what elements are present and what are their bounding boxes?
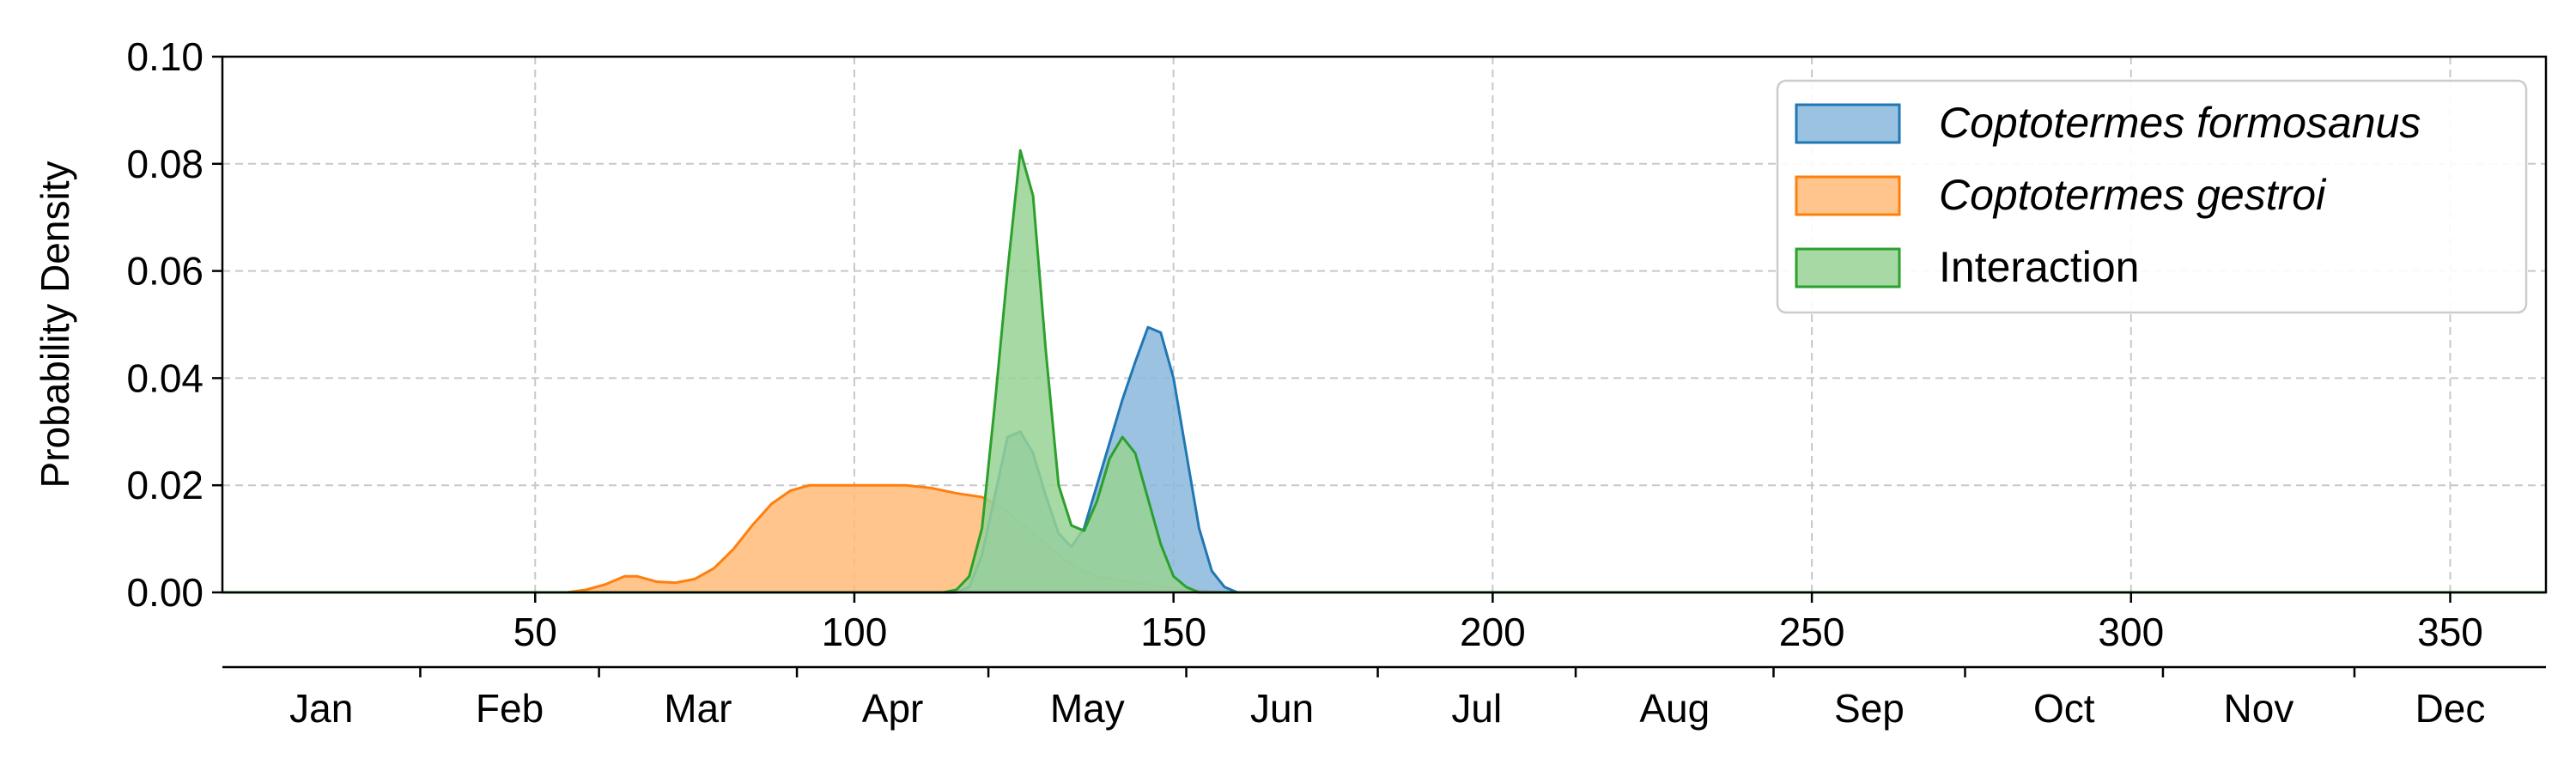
month-label: Aug [1639,686,1710,731]
legend-swatch-interaction [1795,247,1901,288]
y-tick-label: 0.04 [126,355,204,400]
line-interaction [222,149,2546,594]
x-tick-label: 100 [822,610,888,654]
x-tick-label: 150 [1140,610,1206,654]
month-label: Dec [2415,686,2486,731]
month-label: Jun [1250,686,1314,731]
month-label: May [1050,686,1125,731]
area-coptotermes-gestroi [222,485,2546,592]
month-label: Sep [1834,686,1905,731]
month-label: Nov [2224,686,2294,731]
legend-label-coptotermes-formosanus: Coptotermes formosanus [1939,99,2421,147]
legend-swatch-coptotermes-formosanus [1795,103,1901,144]
x-tick-label: 350 [2417,610,2483,654]
legend-label-interaction: Interaction [1939,243,2139,291]
month-label: Jan [289,686,353,731]
legend-label-coptotermes-gestroi: Coptotermes gestroi [1939,171,2327,219]
y-axis-label: Probability Density [33,161,77,489]
y-tick-label: 0.00 [126,570,204,615]
x-tick-label: 200 [1460,610,1526,654]
y-tick-label: 0.02 [126,463,204,507]
legend-box [1776,79,2528,314]
x-tick-label: 300 [2098,610,2164,654]
month-label: Jul [1451,686,1502,731]
legend-swatch-coptotermes-gestroi [1795,175,1901,216]
month-label: Mar [664,686,732,731]
y-tick-label: 0.08 [126,142,204,186]
month-label: Oct [2033,686,2095,731]
month-label: Feb [476,686,544,731]
plot-frame [221,55,2548,594]
x-tick-label: 50 [513,610,557,654]
y-tick-label: 0.10 [126,34,204,79]
month-label: Apr [862,686,924,731]
x-tick-label: 250 [1779,610,1845,654]
y-tick-label: 0.06 [126,249,204,294]
